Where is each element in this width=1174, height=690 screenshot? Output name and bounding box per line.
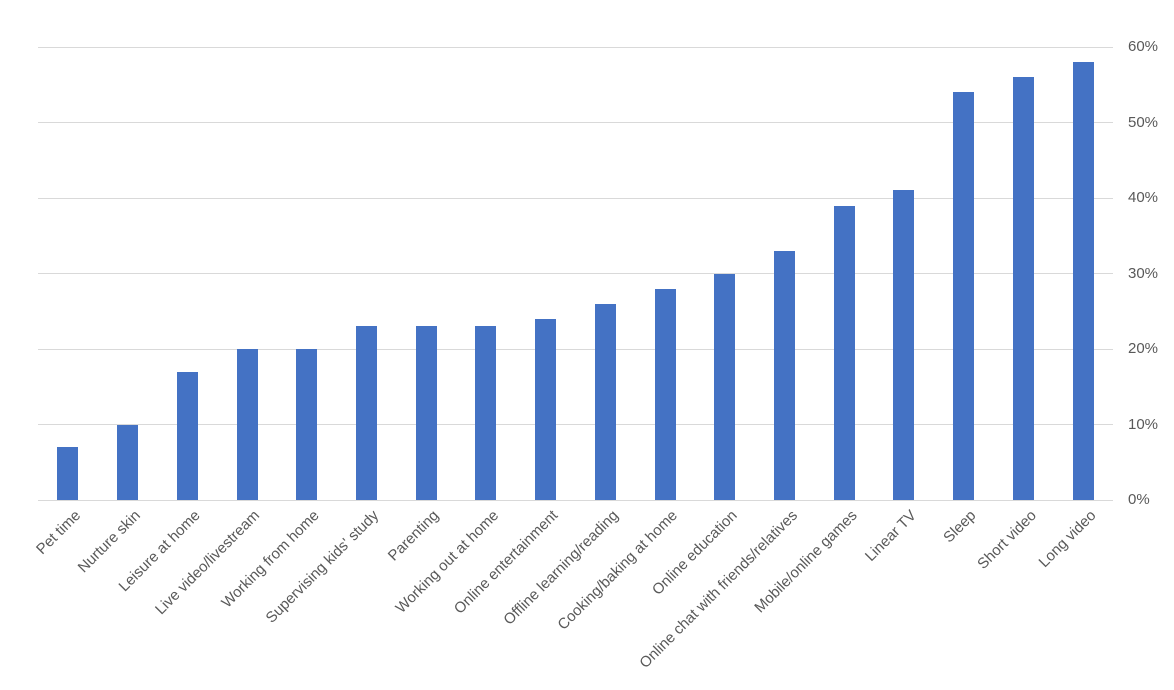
gridline-50 [38, 122, 1113, 123]
bar-working-from-home [296, 349, 318, 500]
x-category-label: Supervising kids' study [262, 507, 383, 627]
bar-online-chat-with-friends-relatives [774, 250, 796, 500]
x-category-label: Linear TV [862, 507, 920, 565]
x-category-label: Long video [1035, 507, 1100, 571]
bar-cooking-baking-at-home [654, 288, 676, 500]
bar-leisure-at-home [176, 371, 198, 500]
bar-long-video [1072, 62, 1094, 500]
x-category-label: Online entertainment [451, 507, 562, 618]
x-category-label: Offline learning/reading [499, 507, 622, 629]
bar-supervising-kids-study [355, 326, 377, 500]
x-category-label: Sleep [940, 507, 980, 547]
gridline-10 [38, 424, 1113, 425]
y-tick-label: 50% [1128, 113, 1159, 131]
x-category-label: Cooking/baking at home [554, 507, 682, 634]
y-tick-label: 30% [1128, 264, 1159, 282]
bar-pet-time [57, 447, 79, 500]
bar-sleep [953, 92, 975, 500]
y-tick-label: 0% [1128, 491, 1150, 508]
bar-online-entertainment [535, 318, 557, 500]
bar-working-out-at-home [475, 326, 497, 500]
bar-live-video-livestream [236, 349, 258, 500]
bar-online-education [714, 273, 736, 500]
bar-mobile-online-games [833, 205, 855, 500]
gridline-60 [38, 46, 1113, 48]
x-category-label: Working out at home [392, 507, 502, 617]
bar-parenting [415, 326, 437, 500]
y-tick-label: 40% [1128, 189, 1159, 206]
x-category-label: Parenting [384, 507, 443, 565]
y-tick-label: 20% [1128, 340, 1159, 357]
bar-nurture-skin [117, 424, 139, 500]
bar-linear-tv [893, 190, 915, 500]
bar-short-video [1012, 77, 1034, 500]
y-tick-label: 60% [1128, 38, 1159, 55]
gridline-20 [38, 348, 1113, 350]
x-category-label: Short video [973, 507, 1040, 573]
gridline-30 [38, 273, 1113, 274]
x-category-label: Mobile/online games [750, 507, 861, 617]
gridline-0 [38, 499, 1113, 501]
gridline-40 [38, 197, 1113, 199]
x-category-label: Pet time [32, 507, 84, 558]
bar-offline-learning-reading [594, 303, 616, 500]
y-tick-label: 10% [1128, 415, 1159, 433]
x-category-label: Live video/livestream [151, 507, 264, 619]
